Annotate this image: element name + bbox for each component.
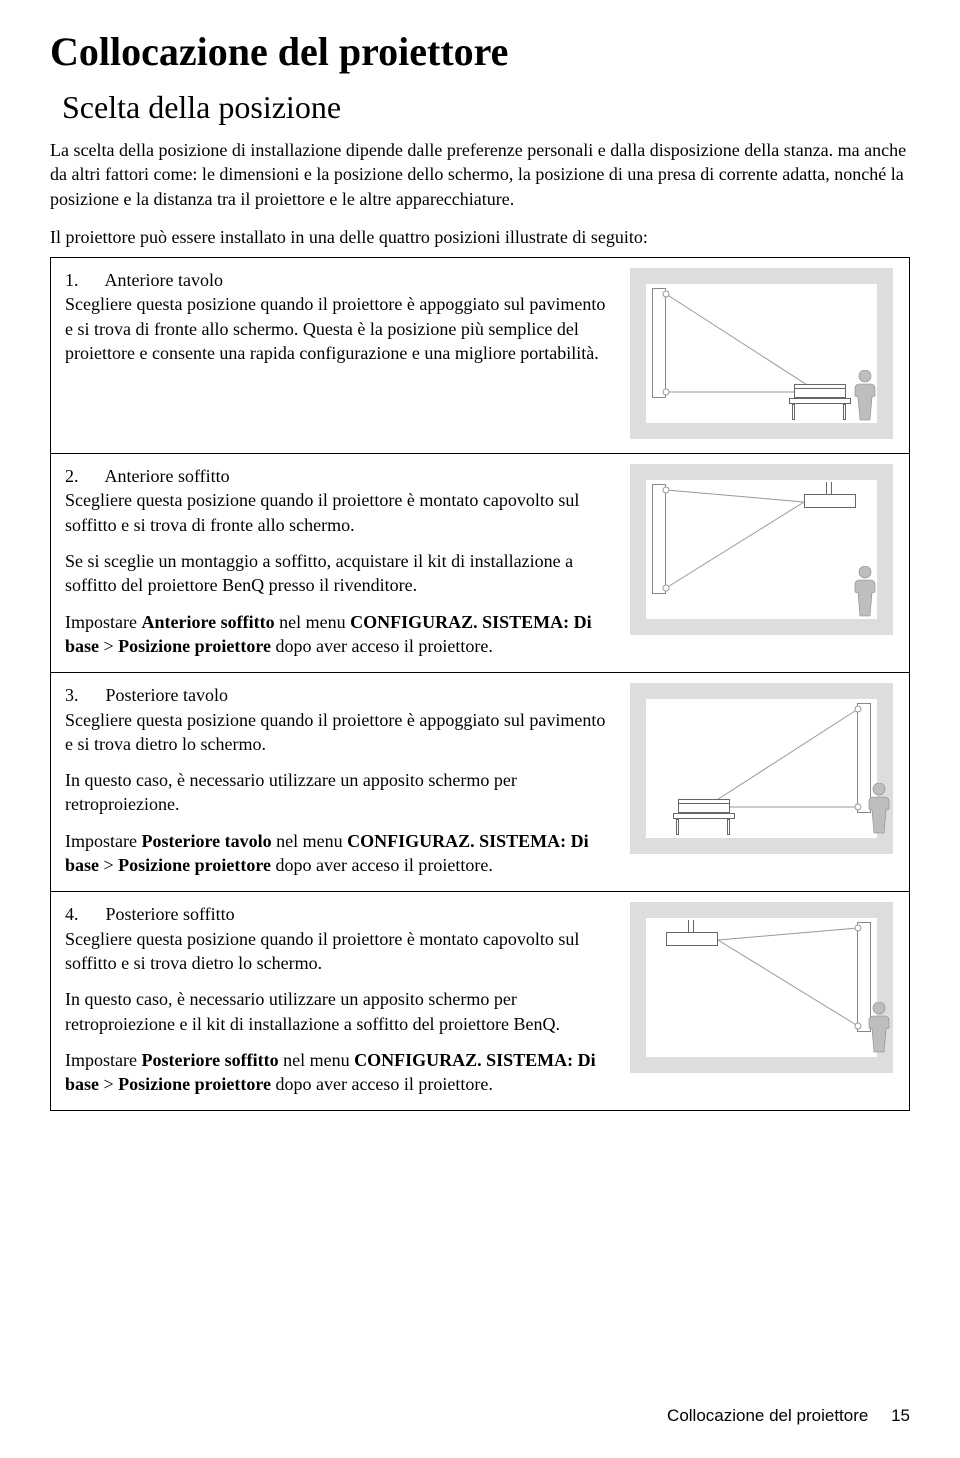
- paragraph-run: >: [99, 1074, 118, 1094]
- person-icon: [866, 1002, 892, 1054]
- paragraph-run: Scegliere questa posizione quando il pro…: [65, 710, 605, 754]
- footer-page-number: 15: [891, 1406, 910, 1425]
- section-heading: Scelta della posizione: [62, 89, 910, 126]
- paragraph-run: Posteriore tavolo: [141, 831, 271, 851]
- position-paragraph: In questo caso, è necessario utilizzare …: [65, 768, 610, 817]
- position-text: 1. Anteriore tavolo Scegliere questa pos…: [65, 268, 610, 365]
- paragraph-run: >: [99, 636, 118, 656]
- position-number: 4.: [65, 902, 101, 926]
- position-title-line: 3. Posteriore tavolo Scegliere questa po…: [65, 683, 610, 756]
- paragraph-run: Impostare: [65, 612, 141, 632]
- position-title: Posteriore tavolo: [106, 685, 228, 705]
- paragraph-run: Anteriore soffitto: [141, 612, 274, 632]
- person-icon: [866, 783, 892, 835]
- paragraph-run: >: [99, 855, 118, 875]
- paragraph-run: In questo caso, è necessario utilizzare …: [65, 770, 517, 814]
- paragraph-run: In questo caso, è necessario utilizzare …: [65, 989, 560, 1033]
- paragraph-run: Impostare: [65, 831, 141, 851]
- paragraph-run: Impostare: [65, 1050, 141, 1070]
- paragraph-run: nel menu: [279, 1050, 354, 1070]
- position-title-line: 1. Anteriore tavolo Scegliere questa pos…: [65, 268, 610, 365]
- intro-paragraph-2: Il proiettore può essere installato in u…: [50, 225, 910, 249]
- position-diagram: [630, 268, 893, 439]
- position-text: 4. Posteriore soffitto Scegliere questa …: [65, 902, 610, 1096]
- paragraph-run: Posizione proiettore: [118, 1074, 271, 1094]
- paragraph-run: Scegliere questa posizione quando il pro…: [65, 490, 579, 534]
- paragraph-run: nel menu: [272, 831, 347, 851]
- position-paragraph: In questo caso, è necessario utilizzare …: [65, 987, 610, 1036]
- paragraph-run: Posizione proiettore: [118, 636, 271, 656]
- position-paragraph: Impostare Posteriore soffitto nel menu C…: [65, 1048, 610, 1097]
- position-diagram-col: [630, 902, 895, 1073]
- position-paragraph: Impostare Anteriore soffitto nel menu CO…: [65, 610, 610, 659]
- paragraph-run: dopo aver acceso il proiettore.: [271, 855, 493, 875]
- position-text: 2. Anteriore soffitto Scegliere questa p…: [65, 464, 610, 658]
- page-footer: Collocazione del proiettore 15: [667, 1406, 910, 1426]
- paragraph-run: nel menu: [275, 612, 350, 632]
- document-title: Collocazione del proiettore: [50, 28, 910, 75]
- paragraph-run: dopo aver acceso il proiettore.: [271, 1074, 493, 1094]
- position-title: Anteriore soffitto: [105, 466, 230, 486]
- paragraph-run: Scegliere questa posizione quando il pro…: [65, 929, 579, 973]
- position-diagram-col: [630, 464, 895, 635]
- position-title: Anteriore tavolo: [105, 270, 223, 290]
- position-diagram-col: [630, 683, 895, 854]
- position-block: 1. Anteriore tavolo Scegliere questa pos…: [50, 257, 910, 454]
- position-diagram: [630, 464, 893, 635]
- position-text: 3. Posteriore tavolo Scegliere questa po…: [65, 683, 610, 877]
- paragraph-run: Posizione proiettore: [118, 855, 271, 875]
- position-diagram: [630, 683, 893, 854]
- person-icon: [852, 566, 878, 618]
- position-title: Posteriore soffitto: [106, 904, 235, 924]
- position-paragraph: Impostare Posteriore tavolo nel menu CON…: [65, 829, 610, 878]
- footer-section-title: Collocazione del proiettore: [667, 1406, 868, 1425]
- position-diagram-col: [630, 268, 895, 439]
- paragraph-run: dopo aver acceso il proiettore.: [271, 636, 493, 656]
- position-title-line: 2. Anteriore soffitto Scegliere questa p…: [65, 464, 610, 537]
- positions-list: 1. Anteriore tavolo Scegliere questa pos…: [50, 257, 910, 1111]
- position-number: 1.: [65, 268, 101, 292]
- position-block: 4. Posteriore soffitto Scegliere questa …: [50, 892, 910, 1111]
- position-title-line: 4. Posteriore soffitto Scegliere questa …: [65, 902, 610, 975]
- intro-paragraph-1: La scelta della posizione di installazio…: [50, 138, 910, 211]
- person-icon: [852, 370, 878, 422]
- position-block: 2. Anteriore soffitto Scegliere questa p…: [50, 454, 910, 673]
- paragraph-run: Se si sceglie un montaggio a soffitto, a…: [65, 551, 573, 595]
- position-block: 3. Posteriore tavolo Scegliere questa po…: [50, 673, 910, 892]
- position-number: 3.: [65, 683, 101, 707]
- position-diagram: [630, 902, 893, 1073]
- paragraph-run: Scegliere questa posizione quando il pro…: [65, 294, 605, 363]
- position-number: 2.: [65, 464, 101, 488]
- paragraph-run: Posteriore soffitto: [141, 1050, 278, 1070]
- position-paragraph: Se si sceglie un montaggio a soffitto, a…: [65, 549, 610, 598]
